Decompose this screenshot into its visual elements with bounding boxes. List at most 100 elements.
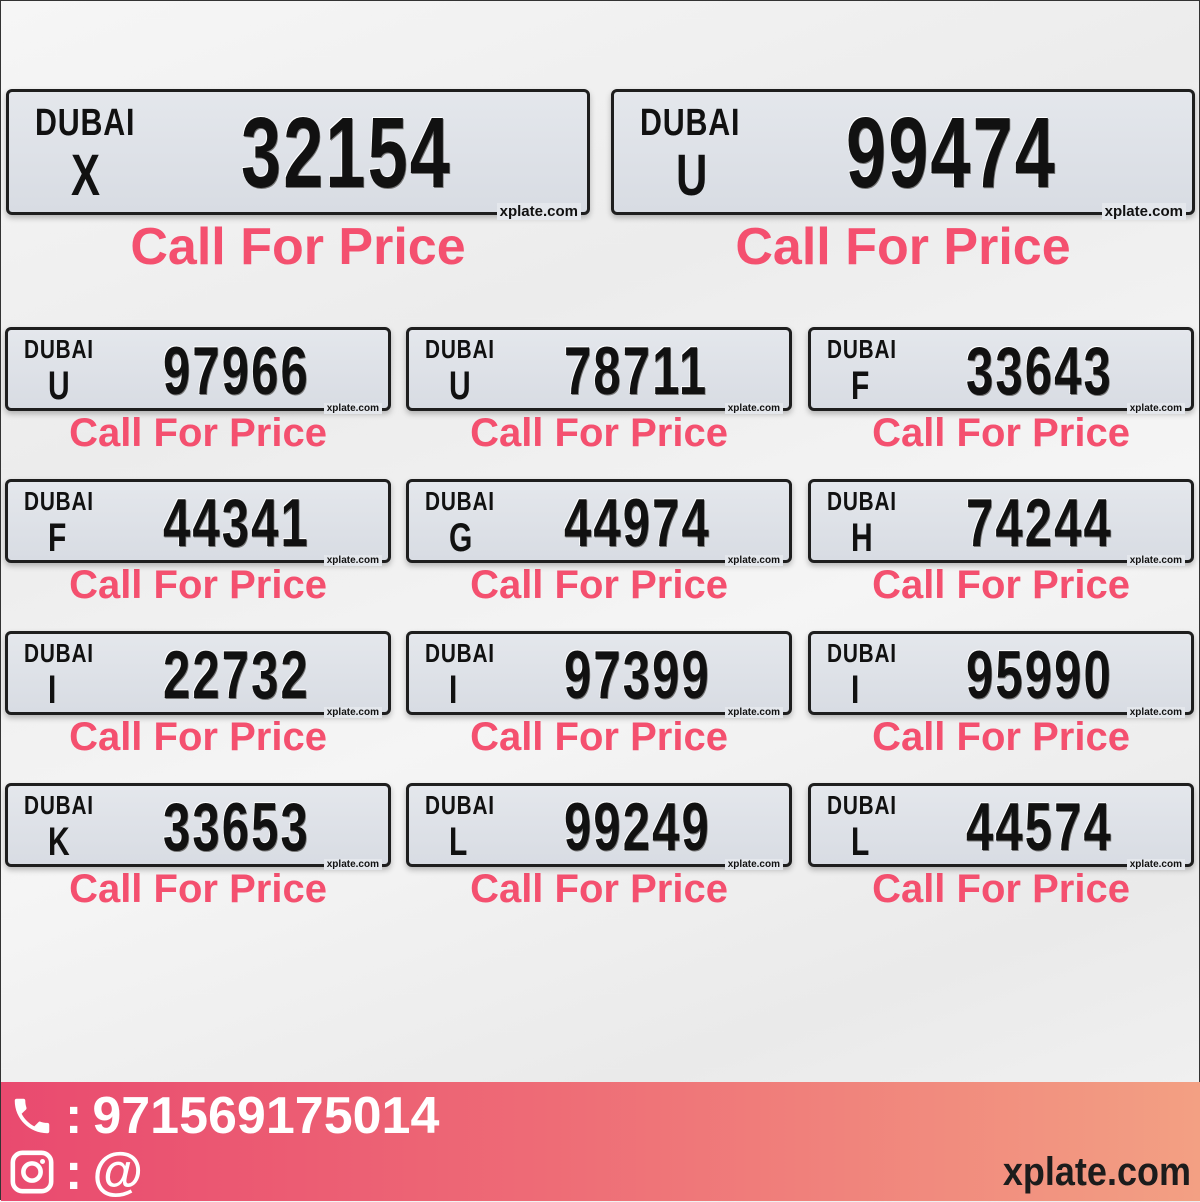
watermark: xplate.com — [323, 707, 382, 718]
license-plate[interactable]: DUBAI G 44974 xplate.com — [406, 479, 792, 566]
plate-code: U — [676, 143, 708, 208]
price-label[interactable]: Call For Price — [130, 218, 466, 276]
emirate-label: DUBAI — [827, 486, 897, 516]
watermark: xplate.com — [1101, 203, 1186, 220]
emirate-label: DUBAI — [24, 790, 94, 820]
emirate-label: DUBAI — [24, 334, 94, 364]
license-plate[interactable]: DUBAI F 44341 xplate.com — [5, 479, 391, 566]
plate-code: L — [449, 820, 468, 864]
contact-footer: : 971569175014 : @ xplate.com — [1, 1082, 1200, 1201]
plate-code: I — [851, 668, 860, 712]
separator: : — [65, 1143, 83, 1201]
price-label[interactable]: Call For Price — [69, 867, 327, 911]
plate-listing[interactable]: DUBAI F 44341 xplate.com Call For Price — [5, 479, 391, 608]
plate-number: 97399 — [564, 637, 711, 713]
plate-listing[interactable]: DUBAI F 33643 xplate.com Call For Price — [808, 327, 1194, 456]
price-label[interactable]: Call For Price — [470, 411, 728, 455]
plate-number: 32154 — [241, 97, 453, 209]
watermark: xplate.com — [1126, 403, 1185, 414]
price-label[interactable]: Call For Price — [470, 715, 728, 759]
plate-listing[interactable]: DUBAI L 44574 xplate.com Call For Price — [808, 783, 1194, 912]
license-plate[interactable]: DUBAI I 95990 xplate.com — [808, 631, 1194, 718]
plate-listing[interactable]: DUBAI G 44974 xplate.com Call For Price — [406, 479, 792, 608]
brand-logo[interactable]: xplate.com — [1002, 1150, 1191, 1194]
emirate-label: DUBAI — [24, 638, 94, 668]
plate-code: U — [48, 364, 70, 408]
plate-code: X — [71, 143, 101, 208]
plate-number: 97966 — [163, 333, 310, 409]
plate-listing[interactable]: DUBAI U 78711 xplate.com Call For Price — [406, 327, 792, 456]
phone-icon — [14, 1098, 50, 1134]
emirate-label: DUBAI — [35, 102, 136, 144]
price-label[interactable]: Call For Price — [69, 563, 327, 607]
emirate-label: DUBAI — [640, 102, 741, 144]
watermark: xplate.com — [724, 403, 783, 414]
license-plate[interactable]: DUBAI I 97399 xplate.com — [406, 631, 792, 718]
license-plate[interactable]: DUBAI U 97966 xplate.com — [5, 327, 391, 414]
instagram-icon — [10, 1150, 54, 1194]
plate-listing[interactable]: DUBAI H 74244 xplate.com Call For Price — [808, 479, 1194, 608]
plate-number: 33653 — [163, 789, 310, 865]
price-label[interactable]: Call For Price — [470, 867, 728, 911]
plate-number: 95990 — [966, 637, 1113, 713]
plate-listing[interactable]: DUBAI U 99474 xplate.com Call For Price — [611, 89, 1195, 277]
plate-number: 44341 — [163, 485, 310, 561]
license-plate[interactable]: DUBAI K 33653 xplate.com — [5, 783, 391, 870]
emirate-label: DUBAI — [827, 638, 897, 668]
license-plate[interactable]: DUBAI U 99474 xplate.com — [611, 89, 1195, 220]
phone-row: : 971569175014 — [9, 1086, 439, 1146]
watermark: xplate.com — [323, 403, 382, 414]
watermark: xplate.com — [724, 707, 783, 718]
price-label[interactable]: Call For Price — [735, 218, 1071, 276]
license-plate[interactable]: DUBAI X 32154 xplate.com — [6, 89, 590, 220]
phone-number[interactable]: 971569175014 — [92, 1087, 440, 1145]
plate-code: F — [851, 364, 870, 408]
plate-code: I — [48, 668, 57, 712]
plate-listing[interactable]: DUBAI I 95990 xplate.com Call For Price — [808, 631, 1194, 760]
watermark: xplate.com — [724, 555, 783, 566]
plate-listing[interactable]: DUBAI U 97966 xplate.com Call For Price — [5, 327, 391, 456]
plate-listing[interactable]: DUBAI I 97399 xplate.com Call For Price — [406, 631, 792, 760]
license-plate[interactable]: DUBAI L 99249 xplate.com — [406, 783, 792, 870]
price-label[interactable]: Call For Price — [69, 715, 327, 759]
plate-listing[interactable]: DUBAI L 99249 xplate.com Call For Price — [406, 783, 792, 912]
price-label[interactable]: Call For Price — [69, 411, 327, 455]
plate-number: 33643 — [966, 333, 1113, 409]
price-label[interactable]: Call For Price — [872, 715, 1130, 759]
plate-number: 99249 — [564, 789, 711, 865]
plate-code: U — [449, 364, 471, 408]
price-label[interactable]: Call For Price — [872, 867, 1130, 911]
emirate-label: DUBAI — [827, 334, 897, 364]
plate-code: G — [449, 516, 473, 560]
plate-number: 44574 — [966, 789, 1113, 865]
price-label[interactable]: Call For Price — [872, 411, 1130, 455]
license-plate[interactable]: DUBAI F 33643 xplate.com — [808, 327, 1194, 414]
emirate-label: DUBAI — [425, 486, 495, 516]
instagram-handle[interactable]: @ — [92, 1143, 144, 1201]
plate-listing[interactable]: DUBAI K 33653 xplate.com Call For Price — [5, 783, 391, 912]
plate-listing[interactable]: DUBAI I 22732 xplate.com Call For Price — [5, 631, 391, 760]
license-plate[interactable]: DUBAI H 74244 xplate.com — [808, 479, 1194, 566]
plate-number: 99474 — [846, 97, 1058, 209]
plate-number: 74244 — [966, 485, 1113, 561]
separator: : — [65, 1087, 83, 1145]
watermark: xplate.com — [323, 859, 382, 870]
plate-listing[interactable]: DUBAI X 32154 xplate.com Call For Price — [6, 89, 590, 277]
emirate-label: DUBAI — [24, 486, 94, 516]
plate-code: L — [851, 820, 870, 864]
instagram-row: : @ — [9, 1142, 143, 1202]
watermark: xplate.com — [724, 859, 783, 870]
license-plate[interactable]: DUBAI U 78711 xplate.com — [406, 327, 792, 414]
plate-code: K — [48, 820, 70, 864]
price-label[interactable]: Call For Price — [470, 563, 728, 607]
emirate-label: DUBAI — [425, 334, 495, 364]
license-plate[interactable]: DUBAI I 22732 xplate.com — [5, 631, 391, 718]
emirate-label: DUBAI — [425, 790, 495, 820]
price-label[interactable]: Call For Price — [872, 563, 1130, 607]
license-plate[interactable]: DUBAI L 44574 xplate.com — [808, 783, 1194, 870]
watermark: xplate.com — [496, 203, 581, 220]
plate-number: 22732 — [163, 637, 310, 713]
plate-number: 44974 — [564, 485, 711, 561]
plate-code: F — [48, 516, 67, 560]
emirate-label: DUBAI — [827, 790, 897, 820]
